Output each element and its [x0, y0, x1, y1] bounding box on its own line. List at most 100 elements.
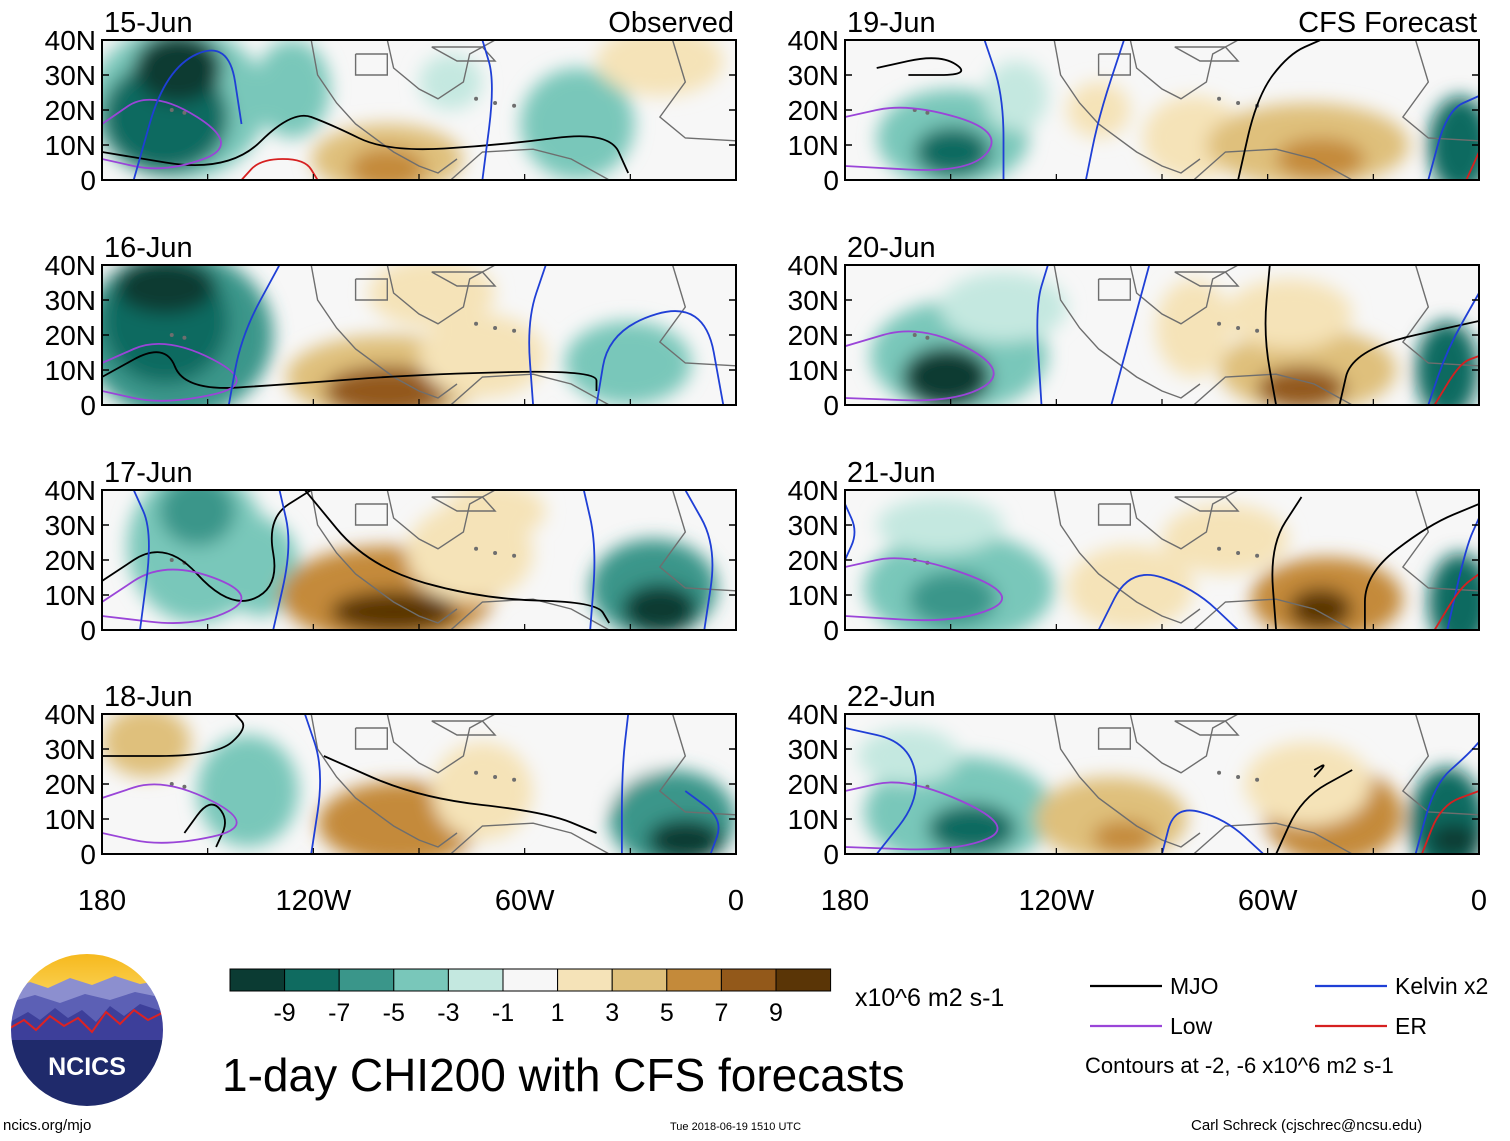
- legend-item-label: Kelvin x2: [1395, 973, 1488, 999]
- contour-line: [183, 803, 226, 848]
- lat-tick-label: 30N: [45, 510, 96, 541]
- lat-tick-label: 10N: [788, 804, 839, 835]
- colorbar-label: -1: [492, 999, 514, 1027]
- contour-line: [845, 727, 918, 854]
- lat-tick-label: 10N: [788, 355, 839, 386]
- contour-line: [845, 557, 1003, 622]
- anomaly-blob: [349, 147, 426, 180]
- colorbar-swatch: [502, 968, 559, 992]
- lat-tick-label: 20N: [45, 320, 96, 351]
- lat-tick-label: 0: [823, 615, 839, 646]
- map-panel-17-Jun: 40N 30N 20N 10N 0 17-Jun: [45, 457, 737, 646]
- anomaly-blob: [1066, 546, 1194, 630]
- lat-tick-label: 20N: [788, 95, 839, 126]
- anomaly-shading: [870, 272, 1479, 405]
- anomaly-blob: [940, 272, 1067, 342]
- anomaly-blob: [222, 518, 299, 616]
- contour-line: [845, 781, 999, 851]
- lat-tick-label: 30N: [45, 60, 96, 91]
- anomaly-blob: [1257, 367, 1346, 405]
- lon-tick-label: 120W: [275, 885, 351, 917]
- lat-tick-label: 10N: [788, 130, 839, 161]
- anomaly-blob: [927, 803, 1017, 854]
- anomaly-blob: [520, 68, 635, 180]
- lat-tick-label: 10N: [45, 804, 96, 835]
- lat-tick-label: 40N: [45, 475, 96, 506]
- contour-line: [481, 40, 493, 180]
- panel-header-label: Observed: [608, 7, 734, 39]
- lon-tick-label: 180: [78, 885, 126, 917]
- legend-note: Contours at -2, -6 x10^6 m2 s-1: [1085, 1053, 1394, 1078]
- contour-line: [1271, 496, 1303, 630]
- coastline: [912, 265, 1479, 405]
- colorbar-unit: x10^6 m2 s-1: [855, 984, 1004, 1012]
- panel-date-label: 19-Jun: [847, 7, 936, 39]
- wave-contours: [102, 265, 725, 405]
- wave-contours: [102, 714, 720, 854]
- map-panel-22-Jun: 40N 30N 20N 10N 0 22-Jun 180 120W 60W 0: [788, 681, 1487, 917]
- contour-line: [102, 568, 243, 624]
- wave-contours: [102, 490, 714, 630]
- colorbar-swatch: [284, 968, 340, 992]
- coastline: [169, 40, 736, 180]
- map-panel-19-Jun: 40N 30N 20N 10N 0 19-Jun CFS Forecast: [788, 7, 1480, 196]
- panel-date-label: 17-Jun: [104, 457, 193, 489]
- footer-timestamp: Tue 2018-06-19 1510 UTC: [670, 1121, 802, 1133]
- contour-line: [102, 714, 245, 757]
- wave-contours: [102, 40, 630, 180]
- contour-line: [620, 714, 630, 854]
- contour-line: [983, 40, 1005, 180]
- contour-line: [1097, 573, 1239, 630]
- contour-line: [1446, 517, 1479, 630]
- coastline: [169, 714, 736, 854]
- lat-tick-label: 40N: [788, 250, 839, 281]
- anomaly-blob: [419, 54, 483, 110]
- coastline: [912, 40, 1479, 180]
- anomaly-shading: [876, 61, 1479, 180]
- logo-text: NCICS: [48, 1053, 126, 1081]
- anomaly-blob: [330, 590, 458, 630]
- lat-tick-label: 0: [80, 390, 96, 421]
- anomaly-blob: [1066, 82, 1131, 138]
- map-panel-15-Jun: 40N 30N 20N 10N 0 15-Jun Observed: [45, 7, 737, 196]
- panel-date-label: 15-Jun: [104, 7, 193, 39]
- legend-item-label: Low: [1170, 1013, 1213, 1039]
- anomaly-blob: [1288, 588, 1353, 630]
- lat-tick-label: 10N: [45, 580, 96, 611]
- lon-tick-label: 60W: [495, 885, 555, 917]
- ncics-logo: NCICS: [9, 952, 165, 1108]
- anomaly-blob: [368, 265, 496, 328]
- contour-line: [1364, 503, 1479, 630]
- footer-website[interactable]: ncics.org/mjo: [3, 1117, 92, 1134]
- lat-tick-label: 0: [823, 165, 839, 196]
- colorbar-swatch: [338, 968, 395, 992]
- colorbar-swatch: [611, 968, 668, 992]
- map-panel-21-Jun: 40N 30N 20N 10N 0 21-Jun: [788, 457, 1480, 646]
- wave-contours: [845, 496, 1479, 630]
- lat-tick-label: 0: [80, 165, 96, 196]
- map-panel-18-Jun: 40N 30N 20N 10N 0 18-Jun 180 120W 60W 0: [45, 681, 744, 917]
- colorbar-swatch: [775, 968, 832, 992]
- anomaly-blob: [431, 742, 534, 840]
- contour-line: [845, 330, 995, 402]
- coastline: [912, 714, 1479, 854]
- contour-line: [102, 343, 238, 402]
- contour-line: [1085, 40, 1125, 180]
- colorbar-swatch: [447, 968, 504, 992]
- anomaly-blob: [1428, 553, 1479, 630]
- lat-tick-label: 20N: [45, 95, 96, 126]
- contour-line: [1275, 769, 1353, 854]
- colorbar-label: 3: [605, 999, 619, 1027]
- anomaly-blob: [984, 61, 1048, 131]
- colorbar-label: 5: [660, 999, 674, 1027]
- anomaly-blob: [876, 497, 1004, 553]
- colorbar-swatch: [720, 968, 777, 992]
- contour-line: [227, 265, 281, 405]
- lat-tick-label: 0: [823, 839, 839, 870]
- contour-line: [595, 310, 725, 405]
- anomaly-blob: [621, 583, 698, 630]
- contour-line: [684, 790, 720, 854]
- contour-line: [323, 755, 597, 834]
- contour-line: [102, 351, 598, 391]
